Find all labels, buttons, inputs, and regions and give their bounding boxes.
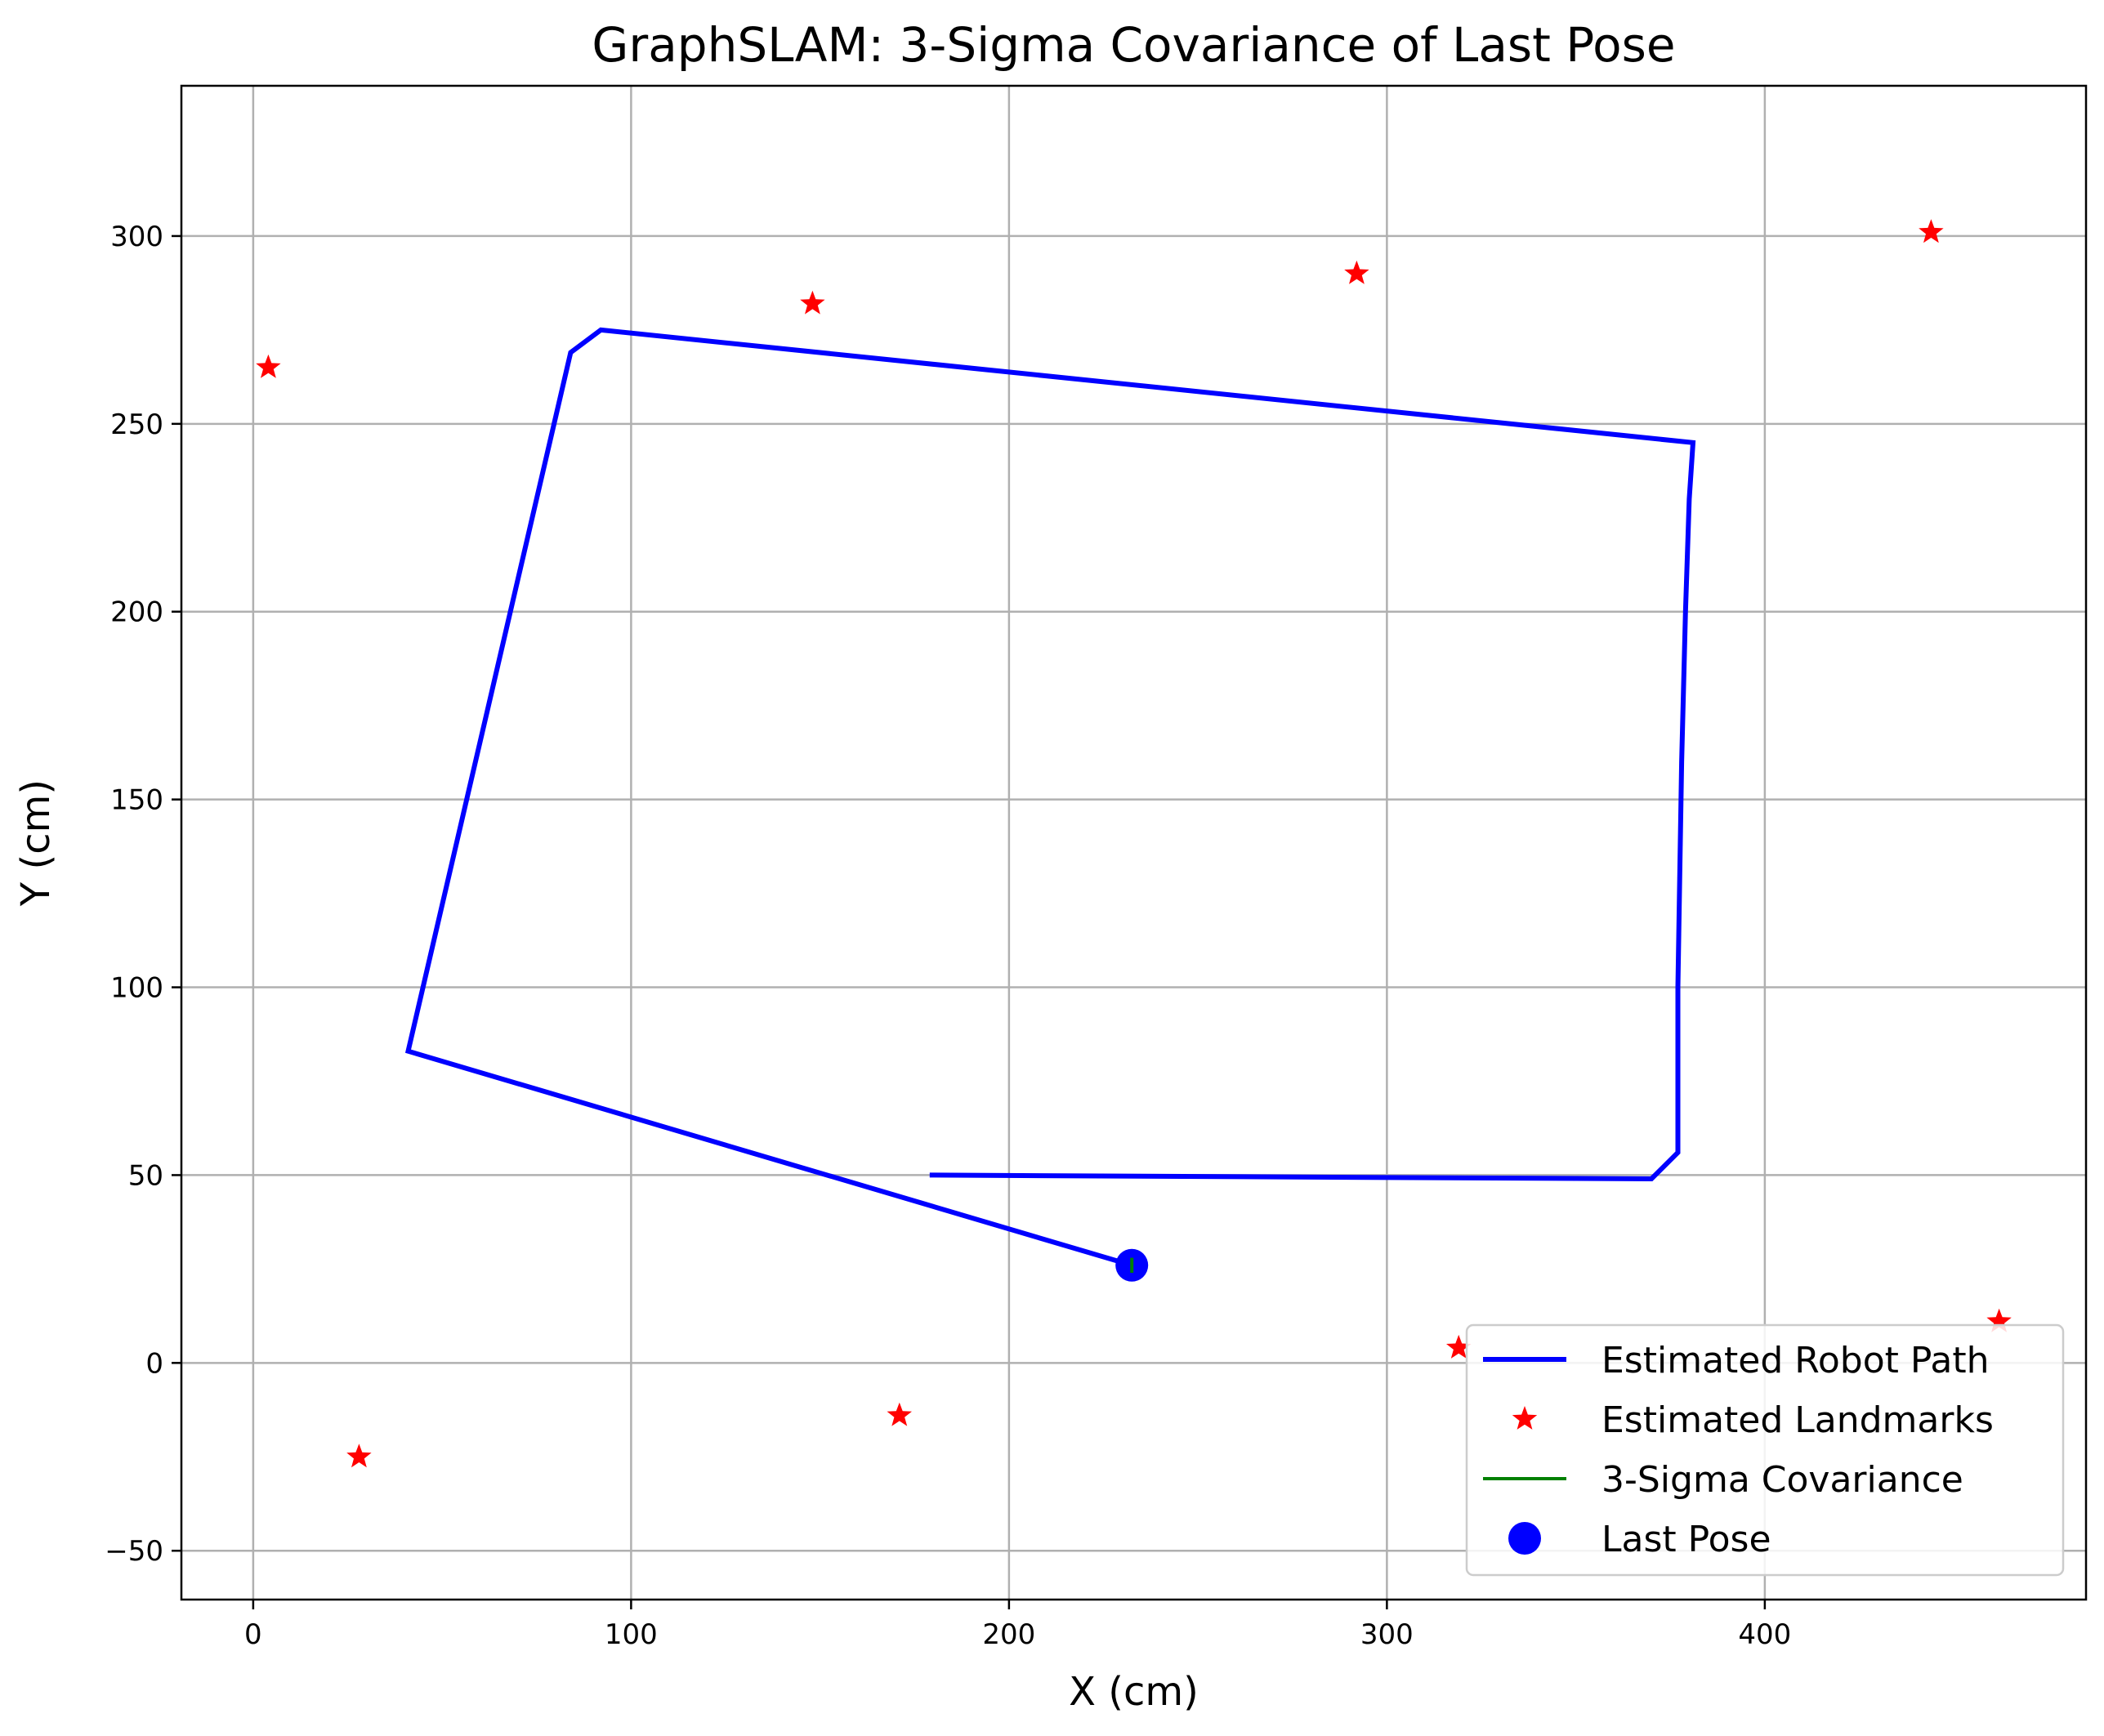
ticks: 0 100 200 300 400 −50 0 50 100 150 200 250 300 <box>105 221 1791 1651</box>
landmark-star <box>1344 260 1369 284</box>
robot-path-line <box>404 327 1696 1268</box>
y-tick-label: 0 <box>145 1347 163 1380</box>
legend-label: 3-Sigma Covariance <box>1601 1459 1963 1501</box>
x-tick-label: 0 <box>244 1618 262 1651</box>
legend-last-pose-handle <box>1508 1522 1541 1555</box>
y-tick-label: 150 <box>110 784 163 817</box>
legend-box <box>1465 1323 2065 1577</box>
landmark-star <box>1919 219 1944 243</box>
y-tick-label: 50 <box>128 1159 163 1192</box>
y-tick-label: 300 <box>110 221 163 253</box>
landmark-star <box>256 354 281 378</box>
landmark-star <box>346 1444 372 1468</box>
x-tick-label: 200 <box>982 1618 1035 1651</box>
landmark-star <box>800 290 825 315</box>
grid <box>181 86 2086 1600</box>
legend-label: Estimated Robot Path <box>1601 1340 1990 1381</box>
chart-title: GraphSLAM: 3-Sigma Covariance of Last Po… <box>592 17 1675 73</box>
y-axis-label: Y (cm) <box>13 779 59 907</box>
x-tick-label: 100 <box>605 1618 658 1651</box>
landmark-star <box>887 1402 912 1426</box>
legend-label: Last Pose <box>1601 1519 1771 1560</box>
legend-label: Estimated Landmarks <box>1601 1399 1994 1441</box>
x-axis-label: X (cm) <box>1069 1669 1199 1715</box>
landmark-star <box>1446 1334 1472 1359</box>
x-tick-label: 400 <box>1738 1618 1791 1651</box>
plot-data <box>256 219 2012 1468</box>
landmark-star <box>1986 1308 2012 1332</box>
x-tick-label: 300 <box>1360 1618 1414 1651</box>
legend: Estimated Robot Path Estimated Landmarks 3… <box>1465 1323 2065 1577</box>
legend-landmark-handle <box>1512 1406 1538 1430</box>
y-tick-label: 100 <box>110 972 163 1005</box>
axes-frame <box>180 84 2088 1601</box>
y-tick-label: 200 <box>110 596 163 629</box>
y-tick-label: −50 <box>105 1535 163 1568</box>
y-tick-label: 250 <box>110 408 163 441</box>
